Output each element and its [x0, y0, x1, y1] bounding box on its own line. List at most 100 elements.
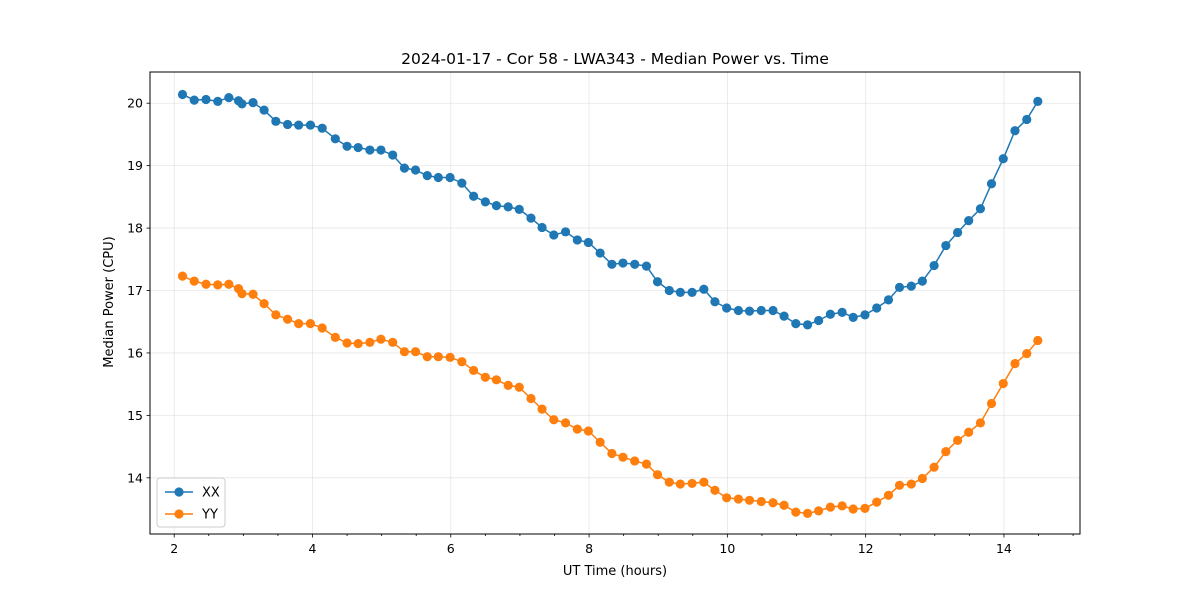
data-point-xx: [342, 141, 352, 151]
data-point-yy: [595, 437, 605, 447]
data-point-yy: [652, 470, 663, 480]
data-point-yy: [699, 477, 709, 487]
data-point-yy: [549, 415, 559, 425]
data-point-xx: [248, 97, 258, 108]
data-point-yy: [388, 337, 398, 347]
data-point-yy: [941, 446, 951, 457]
data-point-yy: [733, 494, 744, 504]
data-point-yy: [224, 279, 234, 289]
series-line-xx: [182, 93, 1039, 326]
data-point-xx: [906, 281, 916, 291]
data-point-yy: [317, 323, 327, 333]
data-point-yy: [469, 365, 479, 376]
data-point-xx: [259, 105, 269, 115]
data-point-xx: [388, 150, 398, 160]
plot-frame: [149, 71, 1081, 535]
data-point-yy: [814, 506, 824, 516]
data-point-yy: [848, 504, 858, 514]
data-point-yy: [630, 456, 640, 466]
data-point-xx: [998, 154, 1008, 164]
data-point-xx: [964, 215, 974, 226]
data-point-xx: [641, 261, 652, 271]
data-point-yy: [825, 502, 835, 512]
data-point-yy: [537, 404, 547, 414]
data-point-xx: [975, 204, 986, 214]
x-tick-label: 8: [585, 541, 593, 556]
x-tick-label: 2: [170, 541, 178, 556]
x-tick-label: 12: [858, 541, 874, 556]
data-point-xx: [607, 259, 617, 269]
data-point-xx: [860, 310, 870, 320]
data-point-yy: [710, 485, 720, 495]
x-axis-label: UT Time (hours): [563, 564, 667, 579]
data-point-xx: [514, 204, 524, 214]
data-point-yy: [248, 289, 258, 299]
data-point-xx: [317, 123, 327, 133]
data-point-xx: [664, 285, 674, 296]
data-point-xx: [365, 145, 375, 155]
data-point-yy: [998, 378, 1008, 389]
data-point-xx: [953, 227, 963, 238]
data-point-xx: [791, 319, 801, 329]
data-point-yy: [201, 279, 211, 289]
data-point-yy: [514, 382, 524, 392]
series-yy: [177, 271, 1043, 518]
data-point-yy: [906, 479, 916, 489]
x-tick-label: 4: [309, 541, 317, 556]
legend-marker-yy: [174, 509, 184, 519]
data-point-yy: [675, 479, 685, 489]
data-point-xx: [457, 178, 467, 188]
data-point-yy: [607, 448, 617, 459]
data-point-xx: [271, 116, 281, 126]
data-point-yy: [802, 508, 813, 518]
data-point-yy: [1033, 335, 1043, 346]
data-point-xx: [189, 95, 199, 105]
data-point-xx: [756, 305, 766, 316]
data-point-yy: [330, 332, 340, 342]
data-point-yy: [445, 352, 455, 362]
data-point-xx: [768, 305, 778, 316]
data-point-xx: [917, 276, 927, 286]
data-point-yy: [271, 310, 281, 320]
data-point-xx: [872, 303, 882, 313]
data-point-yy: [305, 319, 316, 329]
data-point-yy: [572, 424, 582, 434]
data-point-xx: [410, 165, 421, 175]
data-point-yy: [283, 314, 293, 324]
data-point-yy: [756, 496, 766, 507]
data-point-xx: [237, 99, 247, 109]
data-point-yy: [687, 478, 697, 489]
data-point-yy: [929, 462, 939, 472]
data-point-yy: [894, 480, 905, 490]
data-point-xx: [848, 312, 858, 322]
data-point-xx: [1010, 126, 1020, 136]
data-point-yy: [791, 507, 801, 517]
data-point-yy: [964, 427, 974, 437]
legend-label-yy: YY: [201, 508, 218, 523]
data-point-xx: [224, 93, 234, 103]
data-point-xx: [480, 197, 490, 207]
data-point-xx: [941, 240, 951, 251]
data-point-xx: [883, 295, 894, 305]
data-point-yy: [365, 337, 375, 347]
data-point-xx: [433, 172, 443, 183]
y-axis-label: Median Power (CPU): [102, 236, 117, 367]
data-point-xx: [445, 172, 455, 183]
data-point-xx: [802, 320, 813, 330]
data-point-yy: [872, 497, 882, 507]
data-point-xx: [376, 145, 386, 155]
data-point-xx: [537, 222, 547, 233]
data-point-yy: [560, 418, 571, 428]
y-tick-label: 17: [127, 283, 143, 298]
x-tick-label: 6: [447, 541, 455, 556]
data-point-yy: [342, 338, 352, 348]
grid-lines: [150, 72, 1080, 534]
y-tick-label: 14: [127, 470, 143, 485]
data-point-yy: [975, 418, 986, 428]
data-point-yy: [953, 435, 963, 445]
data-point-xx: [825, 309, 835, 319]
data-point-xx: [744, 306, 755, 316]
data-point-xx: [986, 179, 997, 189]
data-point-yy: [583, 426, 593, 436]
